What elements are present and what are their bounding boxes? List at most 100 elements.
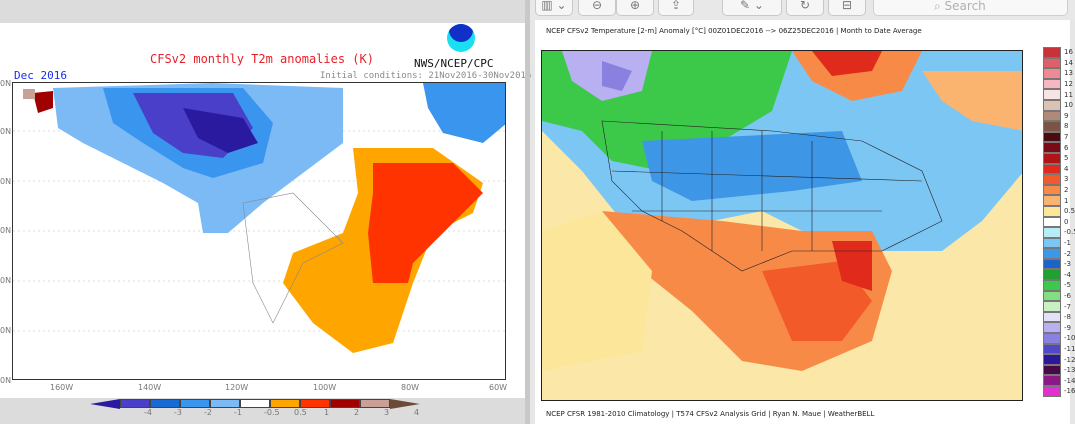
colorbar-swatch — [1043, 110, 1061, 122]
colorbar-label: -2 — [1064, 249, 1071, 258]
lon-label: 80W — [401, 383, 420, 392]
sidebar-toggle-button[interactable]: ▥ ⌄ — [535, 0, 573, 16]
colorbar-swatch — [1043, 184, 1061, 196]
window-divider[interactable] — [525, 0, 530, 424]
colorbar-row: -13 — [1043, 364, 1075, 376]
colorbar-swatch — [1043, 121, 1061, 132]
colorbar-label: 16 — [1064, 48, 1073, 57]
colorbar-label: -4 — [1064, 270, 1071, 279]
lon-label: 100W — [313, 383, 337, 392]
search-placeholder: Search — [944, 0, 986, 13]
lat-label: 0N — [0, 376, 12, 385]
colorbar-row: -6 — [1043, 290, 1075, 302]
colorbar-swatch — [1043, 131, 1061, 143]
colorbar-swatch — [1043, 386, 1061, 397]
colorbar-row: 4 — [1043, 163, 1075, 175]
colorbar-label: 0.5 — [294, 408, 307, 417]
colorbar-swatch — [1043, 364, 1061, 376]
colorbar-label: 10 — [1064, 101, 1073, 110]
colorbar-label: 13 — [1064, 69, 1073, 78]
colorbar-label: -10 — [1064, 334, 1075, 343]
colorbar-swatch — [1043, 216, 1061, 228]
lon-label: 160W — [50, 383, 74, 392]
markup-button[interactable]: ✎ ⌄ — [722, 0, 782, 16]
month-label: Dec 2016 — [14, 69, 67, 82]
colorbar-row: -5 — [1043, 280, 1075, 291]
toolbox-button[interactable]: ⊟ — [828, 0, 866, 16]
colorbar-swatch — [270, 399, 300, 408]
colorbar-swatch — [1043, 290, 1061, 302]
colorbar-swatch — [1043, 57, 1061, 69]
colorbar-row: 9 — [1043, 110, 1075, 122]
colorbar-label: -9 — [1064, 323, 1071, 332]
search-icon: ⌕ — [934, 0, 945, 13]
lat-label: 0N — [0, 326, 12, 335]
colorbar-swatch — [330, 399, 360, 408]
colorbar-row: -7 — [1043, 301, 1075, 312]
colorbar-row: 13 — [1043, 68, 1075, 79]
colorbar-row: 0 — [1043, 216, 1075, 228]
lat-label: 0N — [0, 177, 12, 186]
lon-label: 120W — [225, 383, 249, 392]
colorbar-label: 0 — [1064, 217, 1069, 226]
share-button[interactable]: ⇪ — [658, 0, 694, 16]
colorbar-label: -0.5 — [264, 408, 280, 417]
colorbar-row: 10 — [1043, 99, 1075, 111]
colorbar-label: -1 — [234, 408, 242, 417]
search-input[interactable]: ⌕ Search — [873, 0, 1068, 16]
colorbar-swatch — [1043, 269, 1061, 281]
colorbar-swatch — [1043, 78, 1061, 90]
colorbar-label: 14 — [1064, 58, 1073, 67]
zoom-out-button[interactable]: ⊖ — [578, 0, 616, 16]
analysis-footer: NCEP CFSR 1981-2010 Climatology | T574 C… — [546, 410, 875, 418]
forecast-anomaly-map — [12, 82, 506, 380]
colorbar-label: 7 — [1064, 133, 1069, 142]
colorbar-label: 1 — [1064, 196, 1069, 205]
lon-label: 140W — [138, 383, 162, 392]
colorbar-low-arrow — [90, 399, 120, 409]
colorbar-swatch — [300, 399, 330, 408]
colorbar-label: 2 — [354, 408, 360, 417]
colorbar-label: -7 — [1064, 302, 1071, 311]
colorbar-label: 4 — [1064, 164, 1069, 173]
colorbar-swatch — [1043, 301, 1061, 312]
colorbar-row: -12 — [1043, 354, 1075, 365]
colorbar-label: 3 — [384, 408, 390, 417]
colorbar-label: -5 — [1064, 281, 1071, 290]
colorbar-swatch — [1043, 248, 1061, 259]
colorbar-swatch — [1043, 237, 1061, 249]
colorbar-label: 6 — [1064, 143, 1069, 152]
colorbar-swatch — [1043, 205, 1061, 217]
colorbar-label: 12 — [1064, 80, 1073, 89]
colorbar-label: 5 — [1064, 154, 1069, 163]
colorbar-row: -9 — [1043, 322, 1075, 334]
lat-label: 0N — [0, 127, 12, 136]
colorbar-label: -16 — [1064, 387, 1075, 396]
colorbar-swatch — [1043, 152, 1061, 164]
colorbar-swatch — [1043, 311, 1061, 323]
colorbar-row: -8 — [1043, 311, 1075, 323]
colorbar-row: 1 — [1043, 195, 1075, 206]
colorbar-label: 8 — [1064, 122, 1069, 131]
colorbar-row: 5 — [1043, 152, 1075, 164]
zoom-in-button[interactable]: ⊕ — [616, 0, 654, 16]
colorbar-swatch — [1043, 258, 1061, 270]
colorbar-label: -8 — [1064, 313, 1071, 322]
org-label: NWS/NCEP/CPC — [414, 57, 494, 70]
colorbar-label: 2 — [1064, 186, 1069, 195]
colorbar-label: 0.5 — [1064, 207, 1075, 216]
colorbar-swatch — [210, 399, 240, 408]
lat-label: 0N — [0, 79, 12, 88]
forecast-title: CFSv2 monthly T2m anomalies (K) — [150, 52, 374, 66]
colorbar-label: -1 — [1064, 238, 1071, 247]
colorbar-row: 8 — [1043, 121, 1075, 132]
initial-conditions: Initial conditions: 21Nov2016-30Nov2016 — [320, 71, 532, 81]
colorbar-swatch — [1043, 99, 1061, 111]
noaa-logo — [447, 24, 475, 52]
colorbar-row: 12 — [1043, 78, 1075, 90]
colorbar-label: -0.5 — [1064, 228, 1075, 237]
colorbar-swatch — [1043, 47, 1061, 58]
colorbar-label: -2 — [204, 408, 212, 417]
colorbar-label: -13 — [1064, 366, 1075, 375]
rotate-button[interactable]: ↻ — [786, 0, 824, 16]
